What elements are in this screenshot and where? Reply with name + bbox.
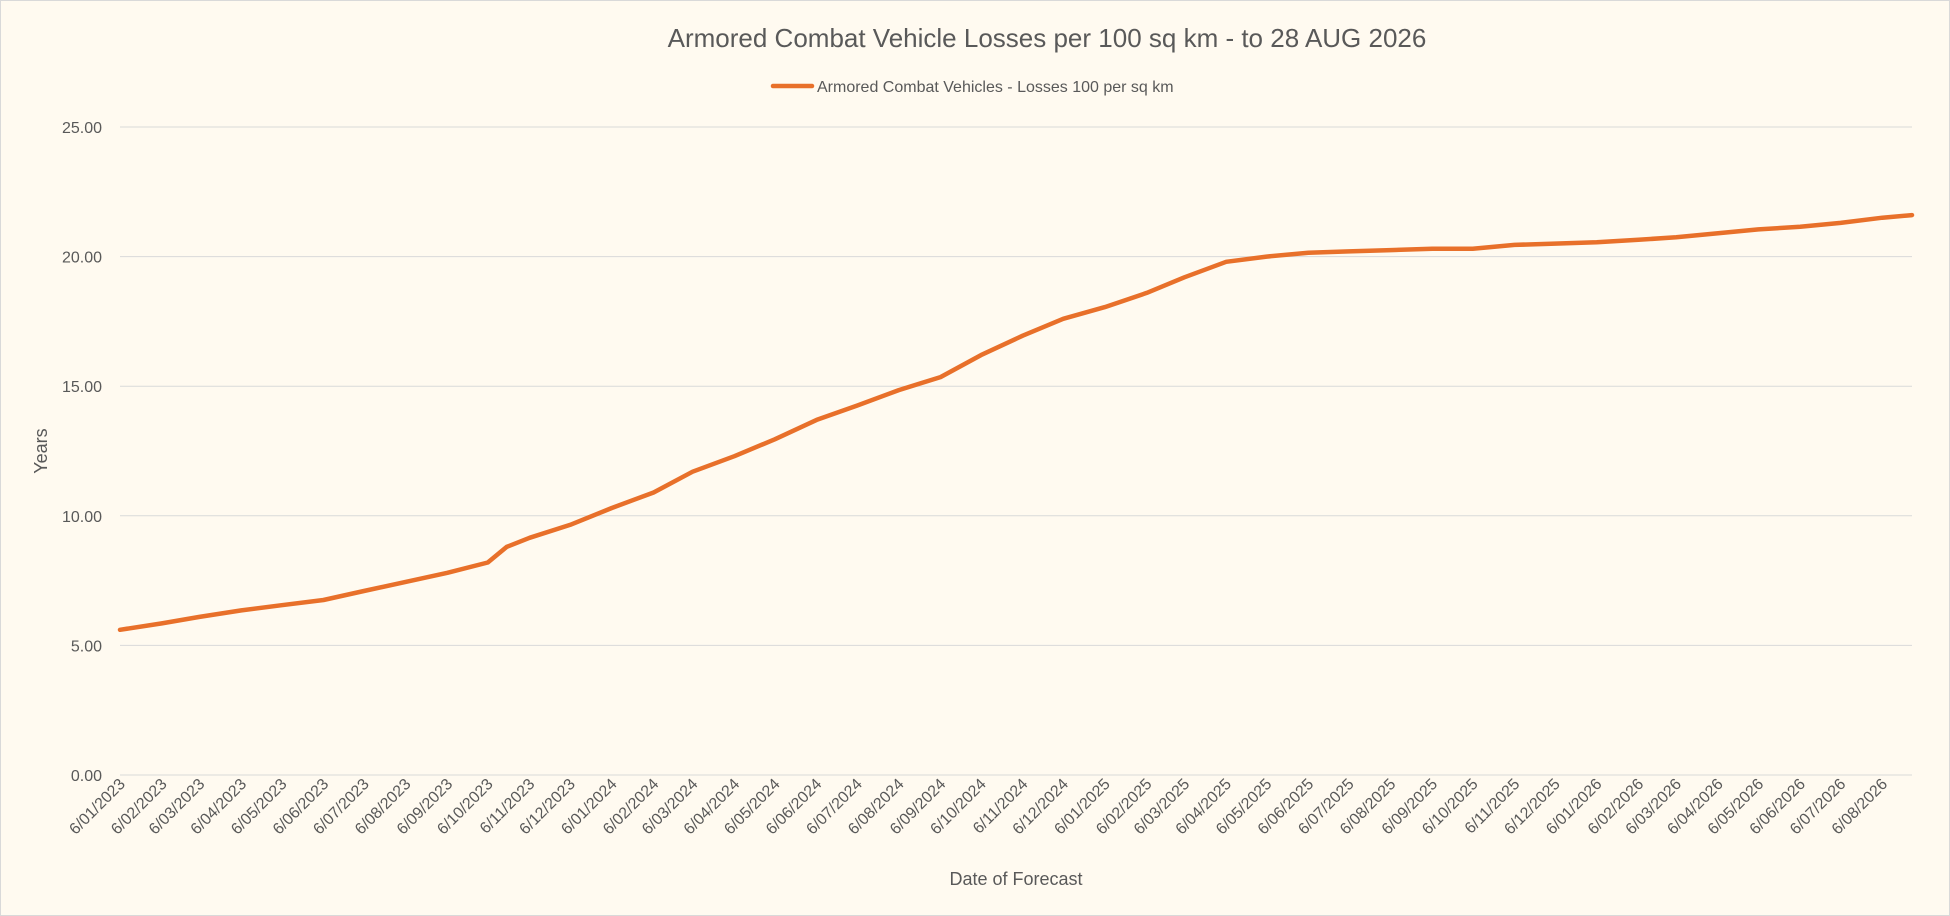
y-tick-label: 5.00	[71, 638, 102, 655]
legend-label: Armored Combat Vehicles - Losses 100 per…	[817, 79, 1174, 96]
x-axis-ticks: 6/01/20236/02/20236/03/20236/04/20236/05…	[66, 776, 1891, 838]
y-tick-label: 0.00	[71, 768, 102, 785]
gridlines	[120, 126, 1912, 776]
series-line-0	[117, 212, 1915, 633]
y-tick-label: 10.00	[62, 509, 102, 526]
legend: Armored Combat Vehicles - Losses 100 per…	[770, 79, 1174, 96]
y-tick-label: 25.00	[62, 120, 102, 137]
y-axis-title: Years	[31, 428, 51, 473]
x-axis-title: Date of Forecast	[949, 869, 1082, 889]
y-tick-label: 20.00	[62, 250, 102, 267]
y-tick-label: 15.00	[62, 379, 102, 396]
series-layer	[117, 212, 1915, 633]
y-axis-ticks: 0.00 5.00 10.00 15.00 20.00 25.00	[62, 120, 102, 785]
chart-title: Armored Combat Vehicle Losses per 100 sq…	[668, 23, 1427, 53]
